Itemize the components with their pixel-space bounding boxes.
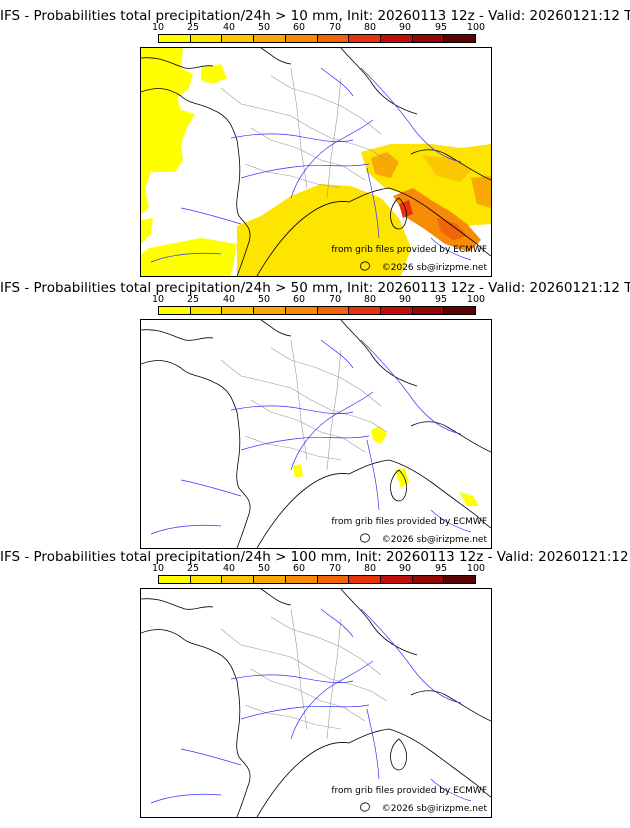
legend-swatch xyxy=(412,576,445,583)
legend-tick: 100 xyxy=(466,294,486,305)
borders xyxy=(220,608,388,740)
legend-swatch xyxy=(317,307,350,314)
legend-tick: 60 xyxy=(292,22,306,33)
precip-map: from grib files provided by ECMWF ©2026 … xyxy=(140,47,492,277)
source-credit: from grib files provided by ECMWF xyxy=(331,245,487,255)
precip-map: from grib files provided by ECMWF ©2026 … xyxy=(140,319,492,549)
panel-title: IFS - Probabilities total precipitation/… xyxy=(0,8,630,24)
legend-tick: 80 xyxy=(363,563,377,574)
legend-tick: 60 xyxy=(292,294,306,305)
color-scale xyxy=(158,575,476,584)
map-canvas xyxy=(141,320,491,548)
precip-map: from grib files provided by ECMWF ©2026 … xyxy=(140,588,492,818)
legend-tick: 80 xyxy=(363,294,377,305)
panel-title: IFS - Probabilities total precipitation/… xyxy=(0,549,630,565)
color-scale xyxy=(158,34,476,43)
legend-swatch xyxy=(317,576,350,583)
legend-tick: 95 xyxy=(434,22,448,33)
coastline xyxy=(141,320,491,548)
legend-tick: 25 xyxy=(186,22,200,33)
legend-tick: 40 xyxy=(222,563,236,574)
source-credit: from grib files provided by ECMWF xyxy=(331,517,487,527)
legend-tick: 10 xyxy=(151,22,165,33)
copyright-credit: ©2026 sb@irizpme.net xyxy=(381,535,487,545)
legend-swatch xyxy=(222,576,255,583)
legend-swatch xyxy=(190,307,223,314)
legend-tick: 25 xyxy=(186,294,200,305)
rivers xyxy=(150,67,472,263)
legend-tick: 50 xyxy=(257,22,271,33)
legend-tick: 40 xyxy=(222,294,236,305)
source-credit: from grib files provided by ECMWF xyxy=(331,786,487,796)
legend-swatch xyxy=(254,307,286,314)
copyright-credit: ©2026 sb@irizpme.net xyxy=(381,804,487,814)
legend-tick: 10 xyxy=(151,563,165,574)
legend-swatch xyxy=(285,576,318,583)
map-canvas xyxy=(141,48,491,276)
legend-swatch xyxy=(349,35,381,42)
rivers xyxy=(150,608,472,804)
legend-swatch xyxy=(159,35,191,42)
map-canvas xyxy=(141,589,491,817)
borders xyxy=(220,67,388,199)
legend-tick: 25 xyxy=(186,563,200,574)
rivers xyxy=(150,339,472,535)
legend-swatch xyxy=(159,576,191,583)
legend-tick: 70 xyxy=(328,563,342,574)
legend-swatch xyxy=(412,35,445,42)
legend-swatch xyxy=(317,35,350,42)
legend-swatch xyxy=(444,35,476,42)
coastline xyxy=(141,589,491,817)
legend-swatch xyxy=(222,307,255,314)
borders xyxy=(220,339,388,471)
legend-swatch xyxy=(254,35,286,42)
coastline xyxy=(141,48,491,276)
legend-swatch xyxy=(159,307,191,314)
legend-tick: 50 xyxy=(257,294,271,305)
legend-tick: 40 xyxy=(222,22,236,33)
legend-tick: 70 xyxy=(328,22,342,33)
copyright-credit: ©2026 sb@irizpme.net xyxy=(381,263,487,273)
legend-swatch xyxy=(190,35,223,42)
color-scale xyxy=(158,306,476,315)
legend-tick: 80 xyxy=(363,22,377,33)
legend-tick: 95 xyxy=(434,563,448,574)
legend-tick: 50 xyxy=(257,563,271,574)
legend-swatch xyxy=(285,35,318,42)
legend-swatch xyxy=(444,576,476,583)
panel-10mm: IFS - Probabilities total precipitation/… xyxy=(0,0,630,277)
legend-tick: 95 xyxy=(434,294,448,305)
legend-tick: 70 xyxy=(328,294,342,305)
legend-tick: 90 xyxy=(398,22,412,33)
legend-tick: 10 xyxy=(151,294,165,305)
legend-tick: 90 xyxy=(398,294,412,305)
legend-swatch xyxy=(380,307,413,314)
legend-swatch xyxy=(190,576,223,583)
panel-50mm: IFS - Probabilities total precipitation/… xyxy=(0,272,630,549)
legend-tick: 60 xyxy=(292,563,306,574)
legend-tick: 90 xyxy=(398,563,412,574)
legend-swatch xyxy=(380,576,413,583)
panel-100mm: IFS - Probabilities total precipitation/… xyxy=(0,541,630,818)
legend-swatch xyxy=(222,35,255,42)
probability-overlay xyxy=(141,48,491,276)
legend-tick: 100 xyxy=(466,22,486,33)
legend-swatch xyxy=(444,307,476,314)
panel-title: IFS - Probabilities total precipitation/… xyxy=(0,280,630,296)
legend-swatch xyxy=(380,35,413,42)
legend-swatch xyxy=(254,576,286,583)
legend-swatch xyxy=(412,307,445,314)
legend-swatch xyxy=(349,307,381,314)
legend-swatch xyxy=(349,576,381,583)
legend-tick: 100 xyxy=(466,563,486,574)
legend-swatch xyxy=(285,307,318,314)
probability-overlay xyxy=(293,426,479,506)
